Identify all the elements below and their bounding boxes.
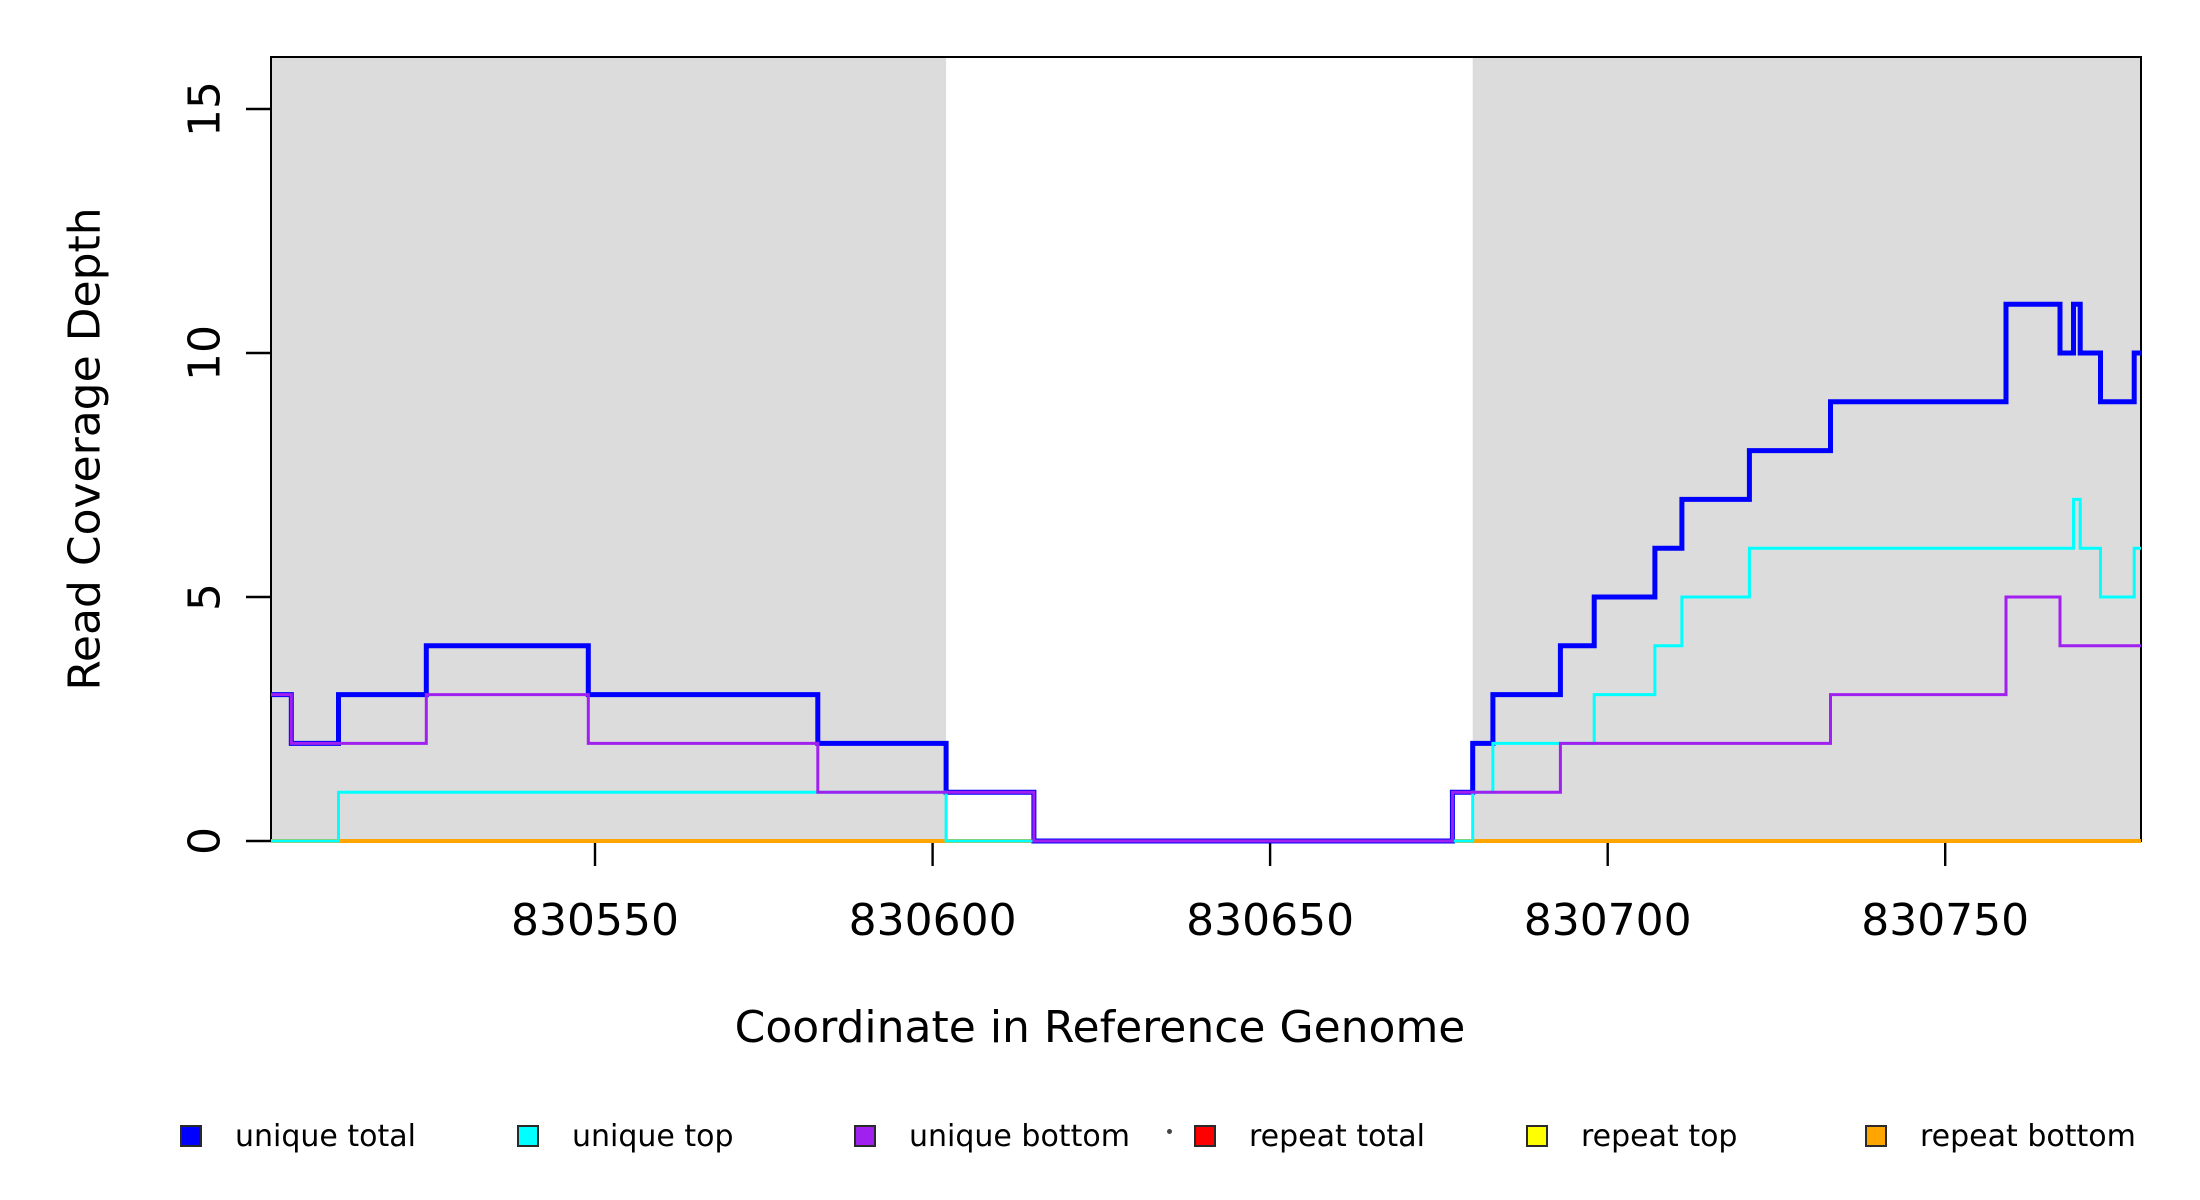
y-axis-title: Read Coverage Depth	[59, 207, 111, 691]
stray-dot-artifact	[1167, 1129, 1172, 1134]
shaded-region	[271, 58, 947, 841]
y-tick-label: 5	[180, 583, 231, 611]
shaded-regions	[271, 58, 2141, 841]
axis-ticks	[246, 107, 1947, 866]
series-unique-total	[271, 301, 2141, 844]
y-tick-label: 15	[180, 81, 231, 137]
series-lines	[271, 301, 2141, 844]
x-tick-label: 830550	[511, 895, 679, 946]
x-tick-label: 830700	[1524, 895, 1692, 946]
x-tick-label: 830650	[1186, 895, 1354, 946]
x-tick-label: 830600	[849, 895, 1017, 946]
x-axis-title: Coordinate in Reference Genome	[734, 1002, 1466, 1053]
y-tick-label: 0	[180, 827, 231, 855]
x-tick-label: 830750	[1861, 895, 2029, 946]
y-tick-label: 10	[180, 325, 231, 381]
series-unique-bottom	[271, 595, 2141, 843]
tick-labels: 830550 830600 830650 830700 830750 0 5 10 15	[180, 81, 2030, 946]
